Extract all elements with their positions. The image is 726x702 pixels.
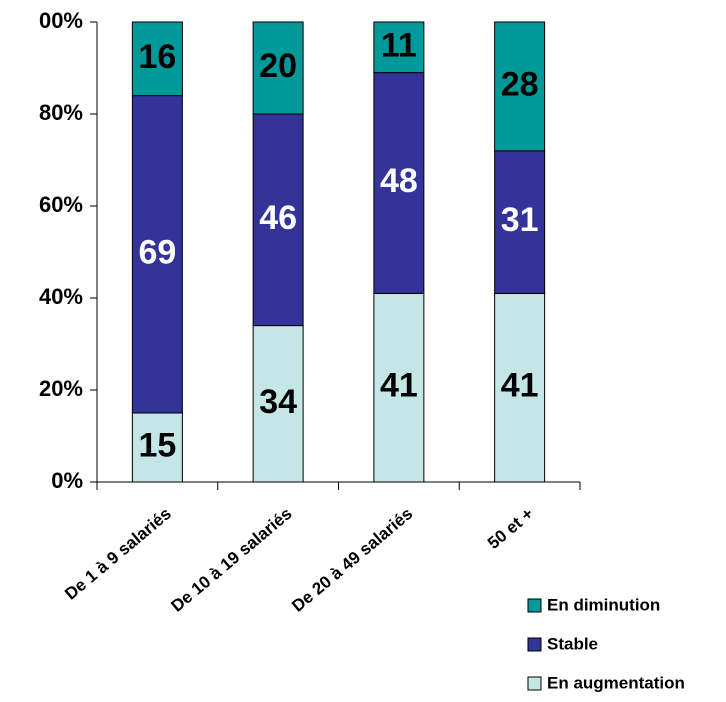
data-label: 28 bbox=[501, 65, 539, 103]
bar-segment bbox=[131, 412, 183, 483]
bar-segment bbox=[494, 21, 546, 152]
bar-segment bbox=[252, 113, 304, 327]
bar-segment bbox=[494, 292, 546, 483]
bar-segment bbox=[373, 72, 425, 294]
data-label: 69 bbox=[138, 233, 176, 271]
bar-segment bbox=[373, 21, 425, 74]
data-label: 20 bbox=[259, 47, 297, 85]
legend-swatch bbox=[527, 637, 542, 652]
y-tick-label: 00% bbox=[39, 8, 83, 33]
x-tick-label: 50 et + bbox=[484, 504, 537, 553]
data-label: 48 bbox=[380, 162, 418, 200]
data-label: 41 bbox=[501, 367, 539, 405]
y-tick-label: 40% bbox=[39, 284, 83, 309]
y-tick-label: 20% bbox=[39, 376, 83, 401]
data-label: 16 bbox=[138, 38, 176, 76]
legend-swatch bbox=[527, 676, 542, 691]
data-label: 46 bbox=[259, 199, 297, 237]
data-label: 31 bbox=[501, 201, 539, 239]
x-tick-label: De 10 à 19 salariés bbox=[168, 504, 296, 616]
data-label: 41 bbox=[380, 367, 418, 405]
legend-swatch bbox=[527, 598, 542, 613]
data-label: 11 bbox=[381, 26, 417, 64]
x-tick-label: De 1 à 9 salariés bbox=[61, 504, 175, 604]
y-tick-label: 60% bbox=[39, 192, 83, 217]
bar-segment bbox=[252, 325, 304, 483]
y-tick-label: 80% bbox=[39, 100, 83, 125]
bar-segment bbox=[373, 292, 425, 483]
legend-label: En augmentation bbox=[547, 673, 685, 692]
data-label: 15 bbox=[138, 426, 176, 464]
x-tick-label: De 20 à 49 salariés bbox=[288, 504, 416, 616]
bar-segment bbox=[131, 95, 183, 414]
legend-label: En diminution bbox=[547, 595, 660, 614]
data-label: 34 bbox=[259, 383, 297, 421]
bar-segment bbox=[131, 21, 183, 97]
legend-label: Stable bbox=[547, 634, 598, 653]
y-tick-label: 0% bbox=[51, 468, 83, 493]
bar-segment bbox=[252, 21, 304, 115]
